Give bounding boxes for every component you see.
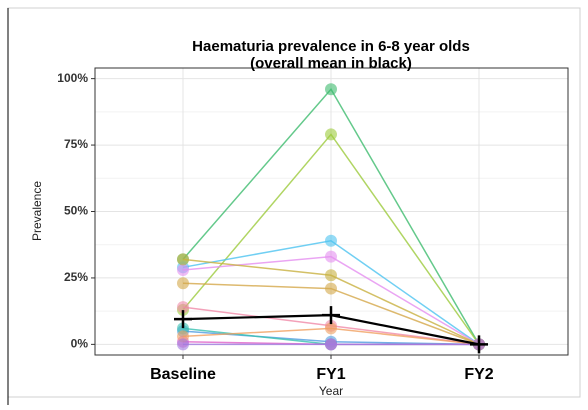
point — [325, 234, 337, 247]
point — [325, 282, 337, 295]
point — [325, 250, 337, 263]
frame — [7, 7, 581, 398]
y-tick-label: 100% — [57, 71, 88, 85]
point — [325, 338, 337, 351]
y-tick-label: 75% — [64, 137, 88, 151]
point — [325, 269, 337, 282]
chart-subtitle: (overall mean in black) — [250, 55, 412, 72]
point — [177, 263, 189, 276]
y-tick-label: 0% — [71, 337, 89, 351]
chart-title: Haematuria prevalence in 6-8 year olds — [192, 38, 470, 55]
point — [177, 338, 189, 351]
x-axis-label: Year — [319, 384, 343, 398]
x-tick-label: FY2 — [464, 366, 493, 383]
point — [325, 83, 337, 96]
x-tick-label: Baseline — [150, 366, 216, 383]
point — [177, 253, 189, 266]
x-tick-label: FY1 — [316, 366, 345, 383]
y-tick-label: 25% — [64, 270, 88, 284]
point — [177, 301, 189, 314]
mean-marker — [322, 306, 340, 325]
mean-marker — [174, 310, 192, 329]
y-tick-label: 50% — [64, 204, 88, 218]
y-axis-label: Prevalence — [30, 181, 44, 241]
point — [325, 128, 337, 141]
mean-marker — [470, 335, 488, 354]
point — [325, 322, 337, 335]
point — [177, 277, 189, 290]
